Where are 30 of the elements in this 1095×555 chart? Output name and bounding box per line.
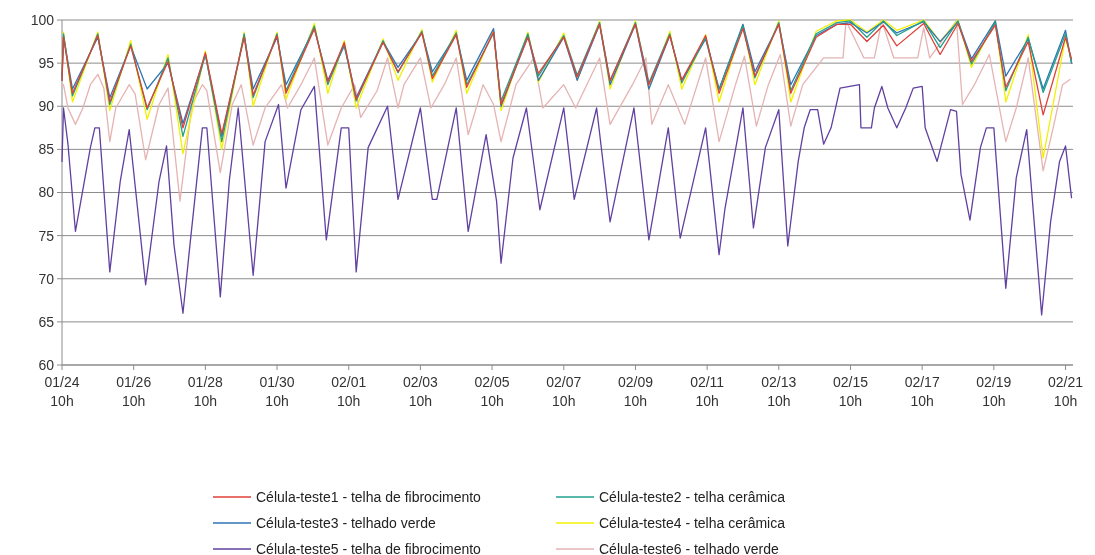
y-tick-label: 80	[38, 184, 55, 201]
y-tick-label: 95	[38, 55, 55, 72]
x-tick-label: 02/17 10h	[904, 374, 940, 409]
y-tick-label: 90	[38, 98, 55, 115]
y-tick-label: 100	[30, 11, 55, 28]
x-tick-label: 02/21 10h	[1048, 374, 1084, 409]
legend-label: Célula-teste3 - telhado verde	[256, 514, 436, 531]
x-tick-label: 02/15 10h	[832, 374, 869, 409]
x-tick-label: 02/13 10h	[761, 374, 797, 409]
x-tick-label: 01/26 10h	[116, 374, 152, 409]
x-tick-label: 02/01 10h	[331, 374, 367, 409]
x-tick-label: 01/28 10h	[187, 374, 224, 409]
y-tick-label: 65	[38, 313, 55, 330]
y-tick-label: 70	[38, 270, 55, 287]
x-tick-label: 02/03 10h	[402, 374, 439, 409]
y-tick-label: 60	[38, 356, 55, 373]
x-tick-label: 02/05 10h	[474, 374, 510, 409]
x-tick-label: 02/11 10h	[690, 374, 725, 409]
legend-label: Célula-teste5 - telha de fibrocimento	[256, 540, 482, 555]
legend-label: Célula-teste4 - telha cerâmica	[599, 514, 786, 531]
legend-label: Célula-teste1 - telha de fibrocimento	[256, 488, 482, 505]
legend-label: Célula-teste6 - telhado verde	[599, 540, 779, 555]
x-tick-label: 01/30 10h	[259, 374, 295, 409]
x-tick-label: 02/09 10h	[617, 374, 654, 409]
x-tick-label: 01/24 10h	[44, 374, 80, 409]
y-tick-label: 85	[38, 141, 55, 158]
y-tick-label: 75	[38, 227, 55, 244]
legend-label: Célula-teste2 - telha cerâmica	[599, 488, 786, 505]
x-tick-label: 02/19 10h	[976, 374, 1012, 409]
x-tick-label: 02/07 10h	[546, 374, 582, 409]
